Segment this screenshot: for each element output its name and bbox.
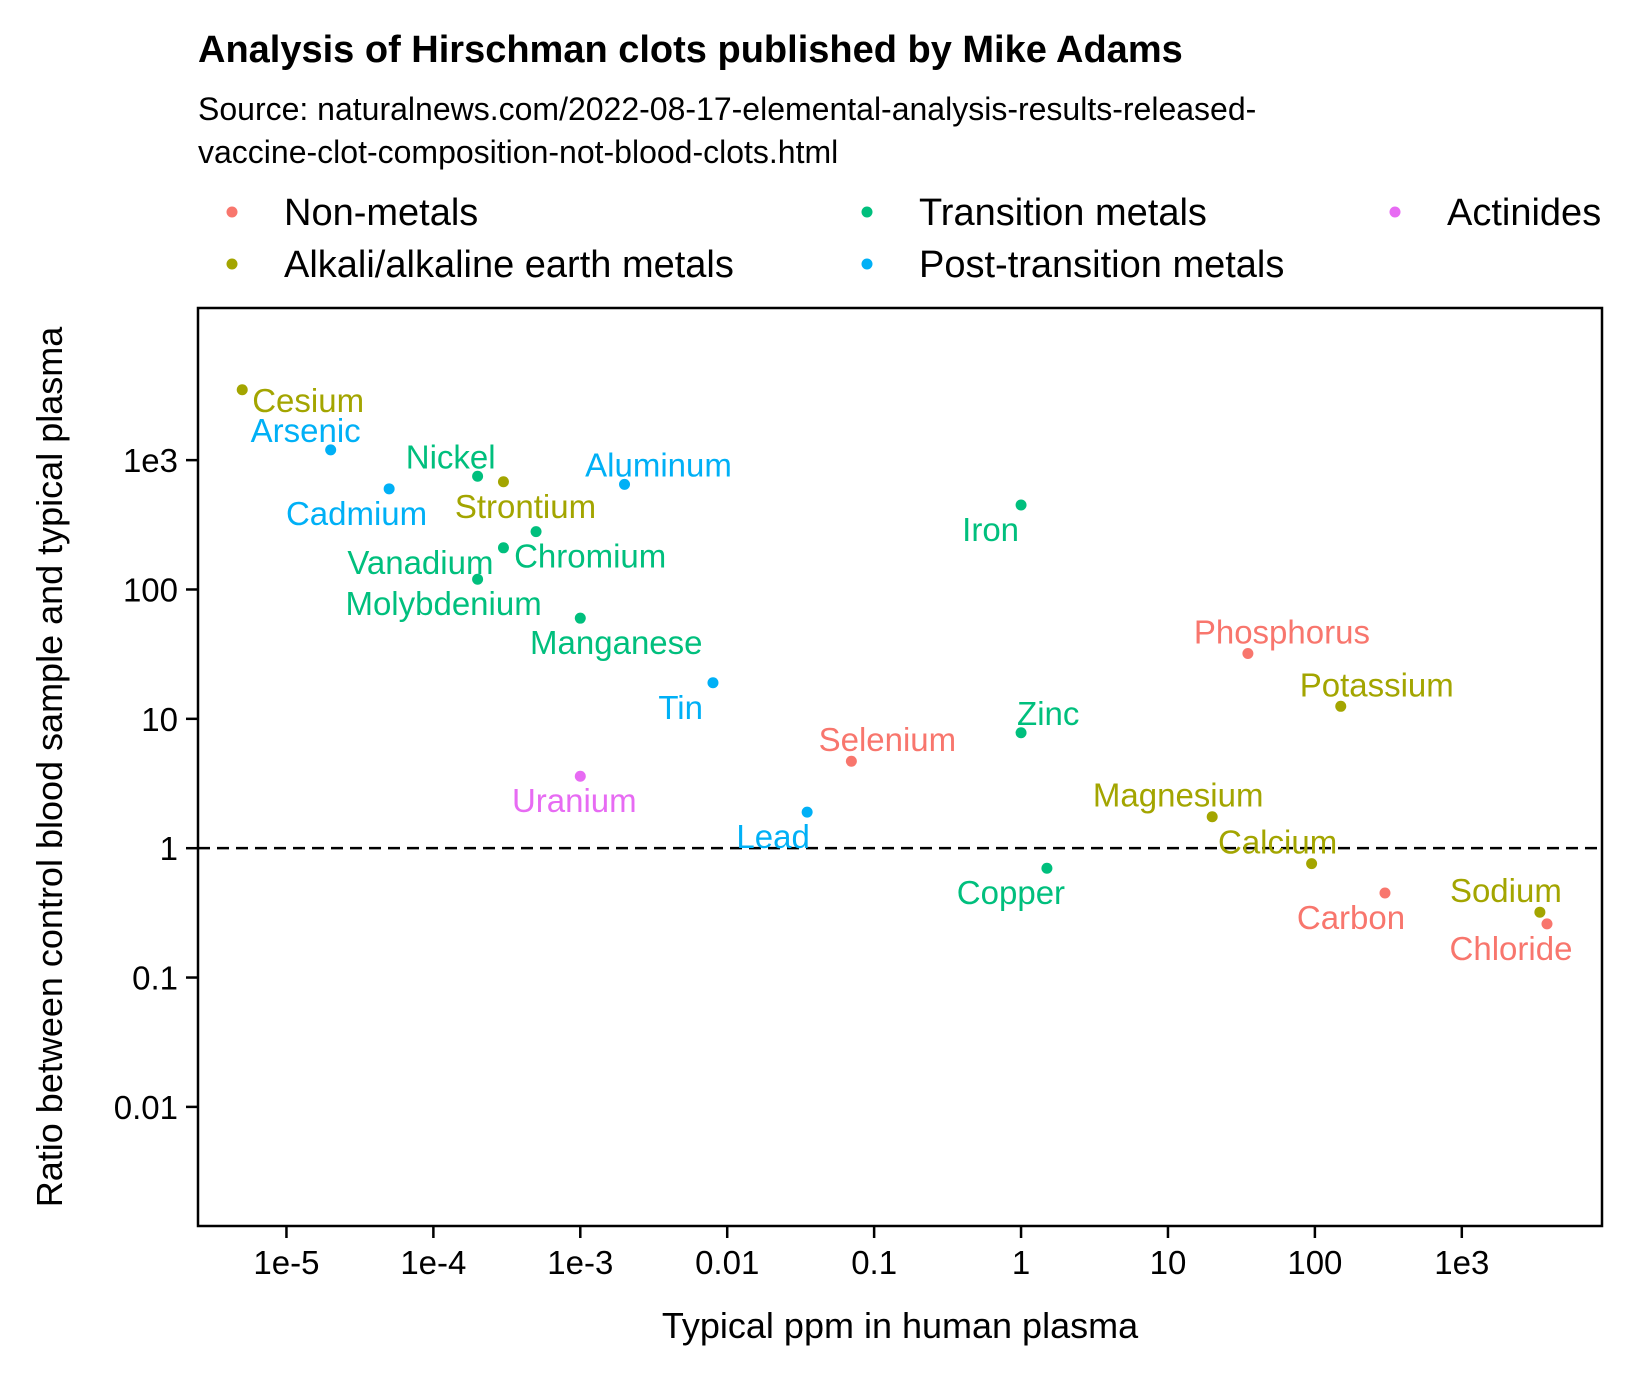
data-point-zinc (1015, 727, 1027, 739)
data-label-arsenic: Arsenic (251, 412, 361, 449)
x-tick-label: 1e3 (1434, 1244, 1489, 1281)
y-tick-label: 100 (123, 571, 178, 608)
data-point-aluminum (619, 478, 631, 490)
chart-subtitle-line-1: Source: naturalnews.com/2022-08-17-eleme… (198, 91, 1256, 127)
legend-key-transition-metals (861, 206, 873, 218)
data-point-manganese (574, 612, 586, 624)
plot-frame (196, 306, 1604, 1228)
data-point-magnesium (1206, 811, 1218, 823)
data-point-phosphorus (1242, 647, 1254, 659)
legend-key-non-metals (226, 206, 238, 218)
x-tick-label: 1e-5 (253, 1244, 319, 1281)
data-point-vanadium (497, 542, 509, 554)
data-point-copper (1041, 862, 1053, 874)
y-tick-label: 1 (160, 830, 178, 867)
x-tick-label: 0.1 (851, 1244, 897, 1281)
data-point-chloride (1541, 918, 1553, 930)
legend-key-post-transition-metals (861, 258, 873, 270)
legend-label: Transition metals (919, 192, 1207, 234)
data-point-selenium (845, 755, 857, 767)
data-point-arsenic (325, 444, 337, 456)
data-label-zinc: Zinc (1017, 695, 1079, 732)
data-point-potassium (1335, 700, 1347, 712)
data-label-chloride: Chloride (1450, 930, 1573, 967)
x-tick-label: 1e-3 (547, 1244, 613, 1281)
data-point-calcium (1306, 858, 1318, 870)
chart-subtitle-line-2: vaccine-clot-composition-not-blood-clots… (198, 134, 838, 170)
chart-title: Analysis of Hirschman clots published by… (198, 29, 1183, 71)
y-axis: 0.01 0.1 1 10 100 1e3 (114, 442, 198, 1126)
data-point-molybdenium (472, 573, 484, 585)
legend-label: Alkali/alkaline earth metals (284, 244, 734, 286)
data-label-lead: Lead (736, 818, 809, 855)
data-label-copper: Copper (957, 874, 1065, 911)
data-label-iron: Iron (962, 511, 1019, 548)
data-label-nickel: Nickel (406, 438, 496, 475)
data-label-manganese: Manganese (530, 624, 702, 661)
data-point-cadmium (383, 483, 395, 495)
data-label-magnesium: Magnesium (1093, 777, 1264, 814)
data-label-carbon: Carbon (1297, 899, 1405, 936)
data-label-sodium: Sodium (1450, 872, 1562, 909)
data-label-tin: Tin (658, 689, 703, 726)
data-label-chromium: Chromium (514, 538, 666, 575)
y-tick-label: 0.01 (114, 1089, 178, 1126)
y-tick-label: 0.1 (132, 960, 178, 997)
y-axis-title: Ratio between control blood sample and t… (29, 326, 70, 1207)
data-label-potassium: Potassium (1300, 666, 1454, 703)
data-label-phosphorus: Phosphorus (1194, 613, 1370, 650)
data-point-nickel (472, 470, 484, 482)
y-tick-label: 1e3 (123, 442, 178, 479)
data-point-cesium (236, 384, 248, 396)
legend-label: Non-metals (284, 192, 478, 234)
legend-label: Actinides (1447, 192, 1601, 234)
data-point-chromium (530, 526, 542, 538)
x-tick-label: 1 (1012, 1244, 1030, 1281)
x-axis: 1e-5 1e-4 1e-3 0.01 0.1 1 10 100 1e3 (253, 1226, 1489, 1281)
x-axis-title: Typical ppm in human plasma (662, 1305, 1139, 1346)
data-label-strontium: Strontium (455, 488, 596, 525)
x-tick-label: 100 (1287, 1244, 1342, 1281)
x-tick-label: 0.01 (695, 1244, 759, 1281)
x-tick-label: 10 (1150, 1244, 1187, 1281)
y-tick-label: 10 (141, 701, 178, 738)
legend-label: Post-transition metals (919, 244, 1284, 286)
data-point-carbon (1379, 887, 1391, 899)
data-point-lead (801, 806, 813, 818)
data-label-selenium: Selenium (819, 721, 957, 758)
data-label-molybdenium: Molybdenium (345, 585, 541, 622)
data-label-aluminum: Aluminum (585, 446, 732, 483)
data-label-uranium: Uranium (512, 782, 637, 819)
data-label-cadmium: Cadmium (286, 495, 427, 532)
legend-key-actinides (1389, 206, 1401, 218)
data-label-vanadium: Vanadium (347, 544, 493, 581)
data-point-strontium (497, 476, 509, 488)
data-point-tin (707, 677, 719, 689)
x-tick-label: 1e-4 (400, 1244, 466, 1281)
data-point-uranium (574, 770, 586, 782)
data-point-iron (1015, 499, 1027, 511)
legend: Non-metals Alkali/alkaline earth metals Tr… (226, 192, 1601, 286)
legend-key-alkali-alkaline-earth-metals (226, 258, 238, 270)
data-label-cesium: Cesium (252, 382, 364, 419)
data-label-calcium: Calcium (1218, 824, 1337, 861)
data-point-sodium (1534, 906, 1546, 918)
